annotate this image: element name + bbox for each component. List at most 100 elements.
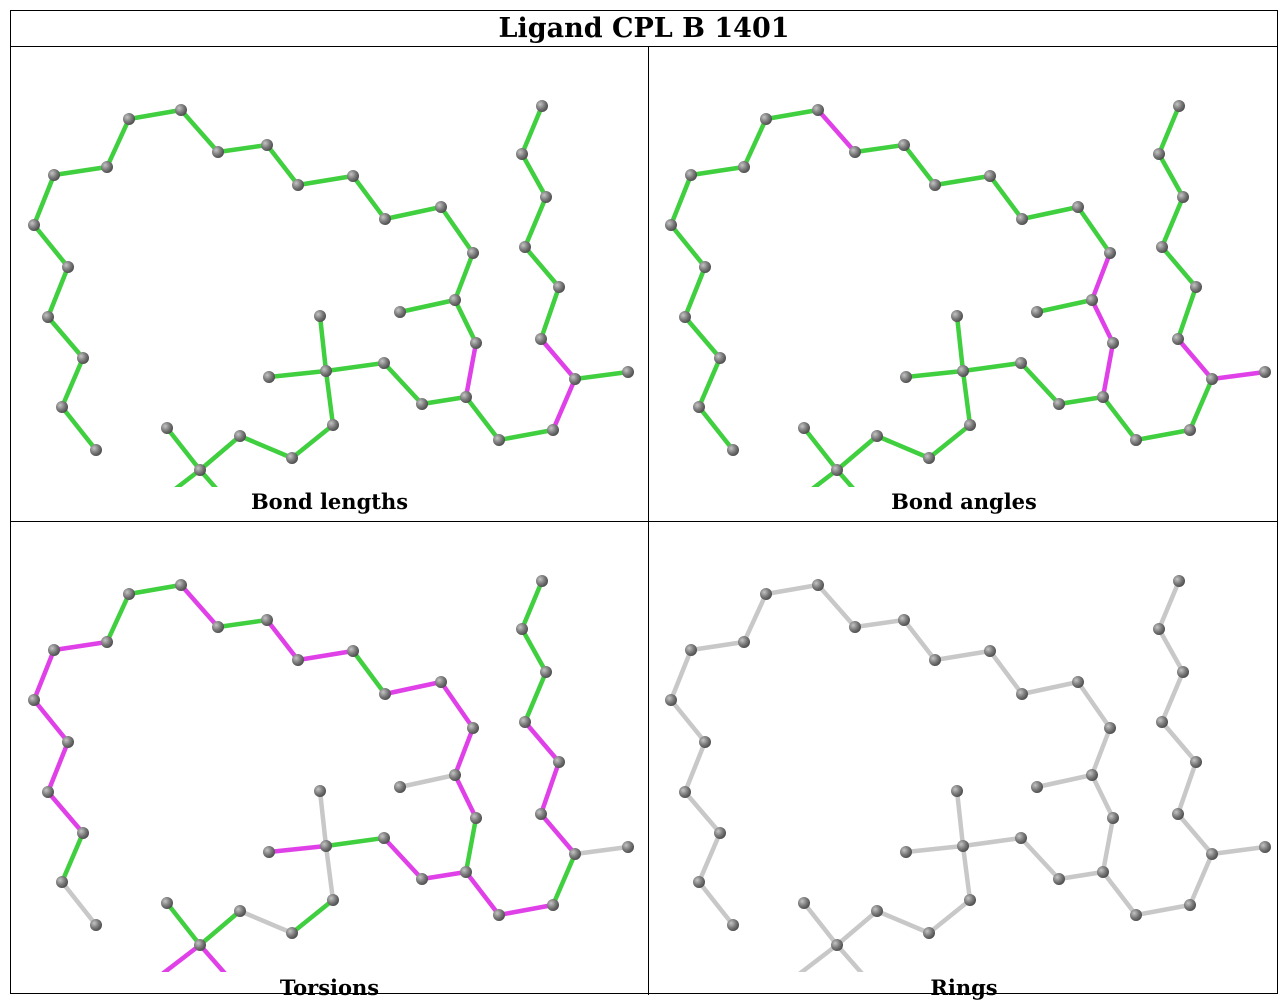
bond <box>381 835 425 882</box>
atom <box>1172 808 1184 820</box>
bond <box>31 697 71 745</box>
bond <box>317 788 329 849</box>
atom <box>1031 306 1043 318</box>
bond <box>397 772 458 790</box>
bond <box>382 679 444 697</box>
atom <box>1104 247 1116 259</box>
atom <box>56 401 68 413</box>
atom <box>871 905 883 917</box>
atom <box>123 588 135 600</box>
bond <box>1156 151 1186 200</box>
bond <box>696 355 723 410</box>
atom <box>123 113 135 125</box>
bond <box>295 173 356 188</box>
atom <box>1015 832 1027 844</box>
bond <box>452 250 476 303</box>
bond <box>178 107 221 155</box>
atom <box>263 371 275 383</box>
atom <box>42 786 54 798</box>
molecule-bond-lengths <box>28 100 634 487</box>
atom <box>964 894 976 906</box>
atom <box>48 644 60 656</box>
atom <box>622 366 634 378</box>
bond <box>834 467 855 487</box>
atom <box>212 146 224 158</box>
atom <box>1184 424 1196 436</box>
bond <box>1056 394 1106 407</box>
bond <box>295 648 356 663</box>
bond <box>763 107 821 122</box>
bond <box>215 617 270 630</box>
bond <box>463 340 479 400</box>
bond <box>550 851 578 908</box>
bond <box>45 739 71 795</box>
atom <box>519 241 531 253</box>
bond <box>31 172 57 228</box>
bond <box>1019 679 1081 697</box>
atom <box>923 927 935 939</box>
panel-caption-bond-lengths: Bond lengths <box>250 489 409 514</box>
bond <box>496 427 556 443</box>
atom <box>347 170 359 182</box>
bond <box>1175 811 1215 857</box>
atom <box>101 636 113 648</box>
atom <box>1130 909 1142 921</box>
atom <box>449 769 461 781</box>
atom <box>56 876 68 888</box>
atom <box>1053 398 1065 410</box>
molecule-torsions <box>28 575 634 972</box>
bond <box>496 902 556 918</box>
bond <box>1159 194 1186 250</box>
bond <box>741 591 769 645</box>
bond <box>264 617 301 663</box>
atom <box>535 808 547 820</box>
bond <box>538 284 562 342</box>
bond <box>1175 284 1199 342</box>
bond <box>763 582 821 597</box>
bond <box>452 772 479 821</box>
atom <box>1206 373 1218 385</box>
atom <box>812 579 824 591</box>
bond <box>960 843 973 903</box>
atom <box>569 848 581 860</box>
panel-caption-rings: Rings <box>930 975 998 1000</box>
bond <box>289 897 336 936</box>
atom <box>212 621 224 633</box>
bond <box>538 759 562 817</box>
atom <box>900 371 912 383</box>
panel-caption-torsions: Torsions <box>279 975 380 1000</box>
bond <box>815 582 858 630</box>
bond <box>289 422 336 461</box>
bond <box>59 404 99 453</box>
atom <box>1173 575 1185 587</box>
atom <box>714 827 726 839</box>
bond <box>382 204 444 222</box>
bond <box>45 264 71 320</box>
atom <box>1184 899 1196 911</box>
bond <box>682 314 723 361</box>
atom <box>1016 213 1028 225</box>
bond <box>51 164 110 178</box>
bond <box>1156 578 1182 632</box>
bond <box>519 151 549 200</box>
bond <box>1089 725 1113 778</box>
atom <box>553 756 565 768</box>
bond <box>741 116 769 170</box>
atom <box>320 840 332 852</box>
bond <box>1209 369 1268 382</box>
bond <box>522 719 562 765</box>
bond <box>463 394 502 443</box>
bond <box>901 142 938 188</box>
bond <box>178 582 221 630</box>
atom <box>1190 756 1202 768</box>
bond <box>59 830 86 885</box>
bond <box>1034 297 1095 315</box>
atom <box>831 939 843 951</box>
atom <box>286 927 298 939</box>
bond <box>266 368 329 380</box>
atom <box>951 310 963 322</box>
bond <box>197 467 218 487</box>
bond <box>668 647 694 703</box>
bond <box>1187 851 1215 908</box>
atom <box>898 139 910 151</box>
